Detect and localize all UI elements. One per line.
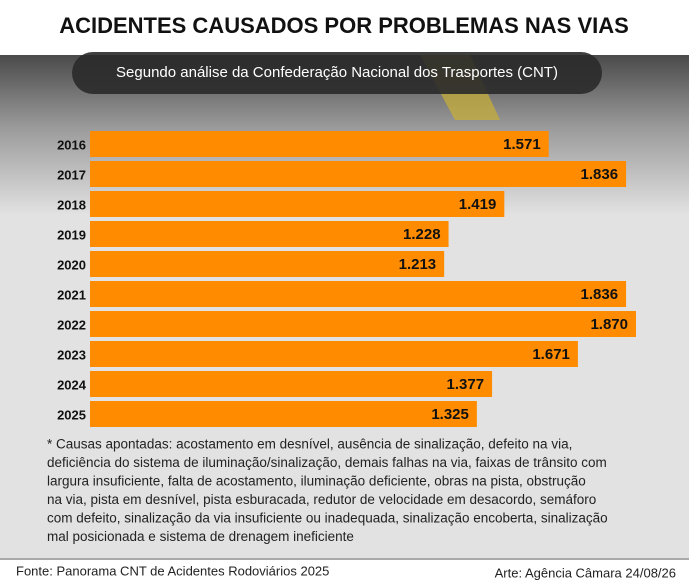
value-label: 1.836 (581, 286, 619, 303)
bar (90, 251, 445, 277)
footnote: com defeito, sinalização da via insufici… (47, 511, 608, 526)
value-label: 1.836 (581, 166, 619, 183)
value-label: 1.228 (403, 226, 441, 243)
bar (90, 401, 477, 427)
subtitle: Segundo análise da Confederação Nacional… (116, 64, 558, 81)
y-tick-label: 2017 (57, 167, 86, 182)
bar (90, 371, 493, 397)
y-tick-label: 2019 (57, 227, 86, 242)
y-tick-label: 2024 (57, 377, 87, 392)
chart-title: ACIDENTES CAUSADOS POR PROBLEMAS NAS VIA… (59, 13, 629, 38)
value-label: 1.325 (431, 406, 469, 423)
bar (90, 191, 505, 217)
bar (90, 161, 627, 187)
y-tick-label: 2021 (57, 287, 86, 302)
value-label: 1.571 (503, 136, 541, 153)
bar (90, 131, 549, 157)
y-tick-label: 2020 (57, 257, 86, 272)
value-label: 1.377 (447, 376, 485, 393)
bar (90, 341, 578, 367)
bar (90, 281, 627, 307)
value-label: 1.671 (532, 346, 570, 363)
source: Fonte: Panorama CNT de Acidentes Rodoviá… (16, 563, 329, 578)
credit: Arte: Agência Câmara 24/08/26 (495, 565, 676, 580)
footnote: largura insuficiente, falta de acostamen… (47, 474, 586, 489)
bar (90, 221, 449, 247)
subtitle-pill (72, 52, 602, 94)
y-tick-label: 2025 (57, 407, 86, 422)
value-label: 1.870 (590, 316, 628, 333)
footnote: mal posicionada e sistema de drenagem in… (47, 529, 354, 544)
footnote: * Causas apontadas: acostamento em desní… (47, 437, 572, 452)
y-tick-label: 2016 (57, 137, 86, 152)
footnote: deficiência do sistema de iluminação/sin… (47, 455, 607, 470)
value-label: 1.419 (459, 196, 497, 213)
y-tick-label: 2018 (57, 197, 86, 212)
y-tick-label: 2022 (57, 317, 86, 332)
y-tick-label: 2023 (57, 347, 86, 362)
bar (90, 311, 636, 337)
footnote: na via, pista em desnível, pista esburac… (47, 492, 596, 507)
value-label: 1.213 (399, 256, 437, 273)
